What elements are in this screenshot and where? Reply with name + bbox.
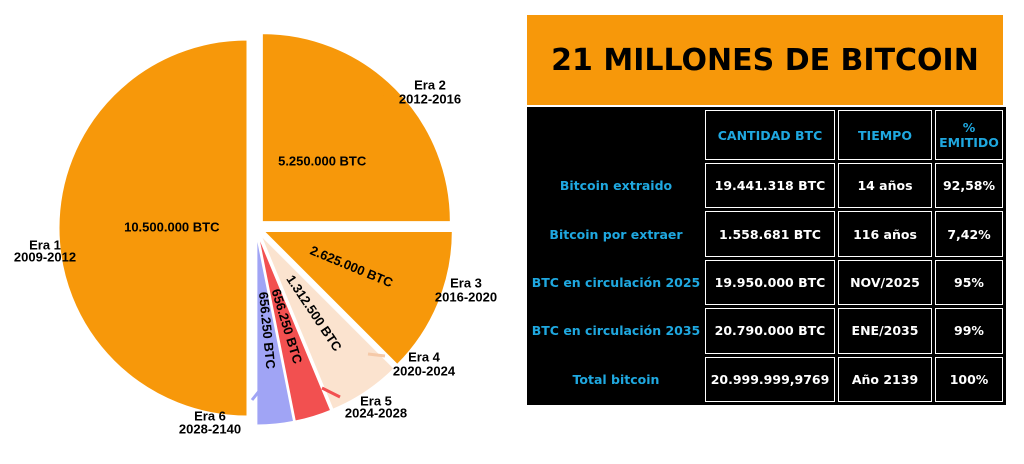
era-label: Era 4 <box>408 349 441 364</box>
era-period: 2024-2028 <box>345 405 407 420</box>
table-body: CANTIDAD BTC TIEMPO% EMITIDO Bitcoin extra… <box>530 110 1003 402</box>
table-cell: 20.999.999,9769 <box>705 356 835 402</box>
era-period: 2016-2020 <box>435 289 497 304</box>
column-header: % EMITIDO <box>935 110 1003 160</box>
era-period: 2012-2016 <box>399 91 461 106</box>
table-cell: 99% <box>935 308 1003 354</box>
era-label: Era 1 <box>29 237 61 252</box>
corner-cell <box>530 110 702 160</box>
table-cell: Año 2139 <box>838 356 932 402</box>
table-cell: 116 años <box>838 211 932 257</box>
row-header: Total bitcoin <box>572 371 660 387</box>
table-cell: 19.441.318 BTC <box>705 163 835 209</box>
pie-slice <box>58 39 248 417</box>
leader-line <box>411 274 426 285</box>
table-cell: 95% <box>935 259 1003 306</box>
table-row: Bitcoin por extraer 1.558.681 BTC 116 años… <box>530 211 1003 257</box>
pie-slice <box>258 236 332 422</box>
table-row: Bitcoin extraido 19.441.318 BTC 14 años 92,… <box>530 163 1003 209</box>
row-header: Bitcoin extraido <box>559 178 673 194</box>
leader-line <box>65 238 85 254</box>
column-header: CANTIDAD BTC <box>705 110 835 160</box>
table: CANTIDAD BTC TIEMPO% EMITIDO Bitcoin extra… <box>527 107 1006 405</box>
era-label: Era 2 <box>414 77 446 92</box>
era-period: 2020-2024 <box>393 363 456 378</box>
era-label: Era 6 <box>194 408 226 423</box>
leader-line <box>367 352 386 358</box>
table-row: BTC en circulación 2035 20.790.000 BTC ENE… <box>530 308 1003 354</box>
era-label: Era 3 <box>450 275 482 290</box>
table-cell: 1.558.681 BTC <box>705 211 835 257</box>
pie-slice <box>260 235 395 410</box>
table-cell: 19.950.000 BTC <box>705 259 835 306</box>
value-label: 10.500.000 BTC <box>124 219 220 234</box>
pie-slice <box>256 236 295 426</box>
era-period: 2028-2140 <box>179 421 241 436</box>
header-row: CANTIDAD BTC TIEMPO% EMITIDO <box>530 110 1003 160</box>
table-cell: 100% <box>935 356 1003 402</box>
table-cell: NOV/2025 <box>838 259 932 306</box>
era-label: Era 5 <box>360 393 392 408</box>
table-cell: 7,42% <box>935 211 1003 257</box>
value-label: 5.250.000 BTC <box>278 153 367 168</box>
table-cell: ENE/2035 <box>838 308 932 354</box>
column-header: TIEMPO <box>838 110 932 160</box>
pie-slice <box>263 230 453 366</box>
table-row: Total bitcoin 20.999.999,9769 Año 2139 100% <box>530 356 1003 402</box>
leader-line <box>250 379 270 401</box>
row-header: BTC en circulación 2025 <box>531 274 701 290</box>
pie-slice <box>261 33 451 223</box>
table-cell: 92,58% <box>935 163 1003 209</box>
row-header: Bitcoin por extraer <box>549 226 683 242</box>
row-header: BTC en circulación 2035 <box>531 323 701 339</box>
table-panel: 21 MILLONES DE BITCOIN CANTIDAD BTC TIEMP… <box>527 15 1006 405</box>
table-title: 21 MILLONES DE BITCOIN <box>527 15 1003 105</box>
table-cell: 20.790.000 BTC <box>705 308 835 354</box>
era-period: 2009-2012 <box>14 249 76 264</box>
leader-line <box>371 90 396 98</box>
leader-line <box>321 386 341 399</box>
table-cell: 14 años <box>838 163 932 209</box>
table-row: BTC en circulación 2025 19.950.000 BTC NOV… <box>530 259 1003 306</box>
